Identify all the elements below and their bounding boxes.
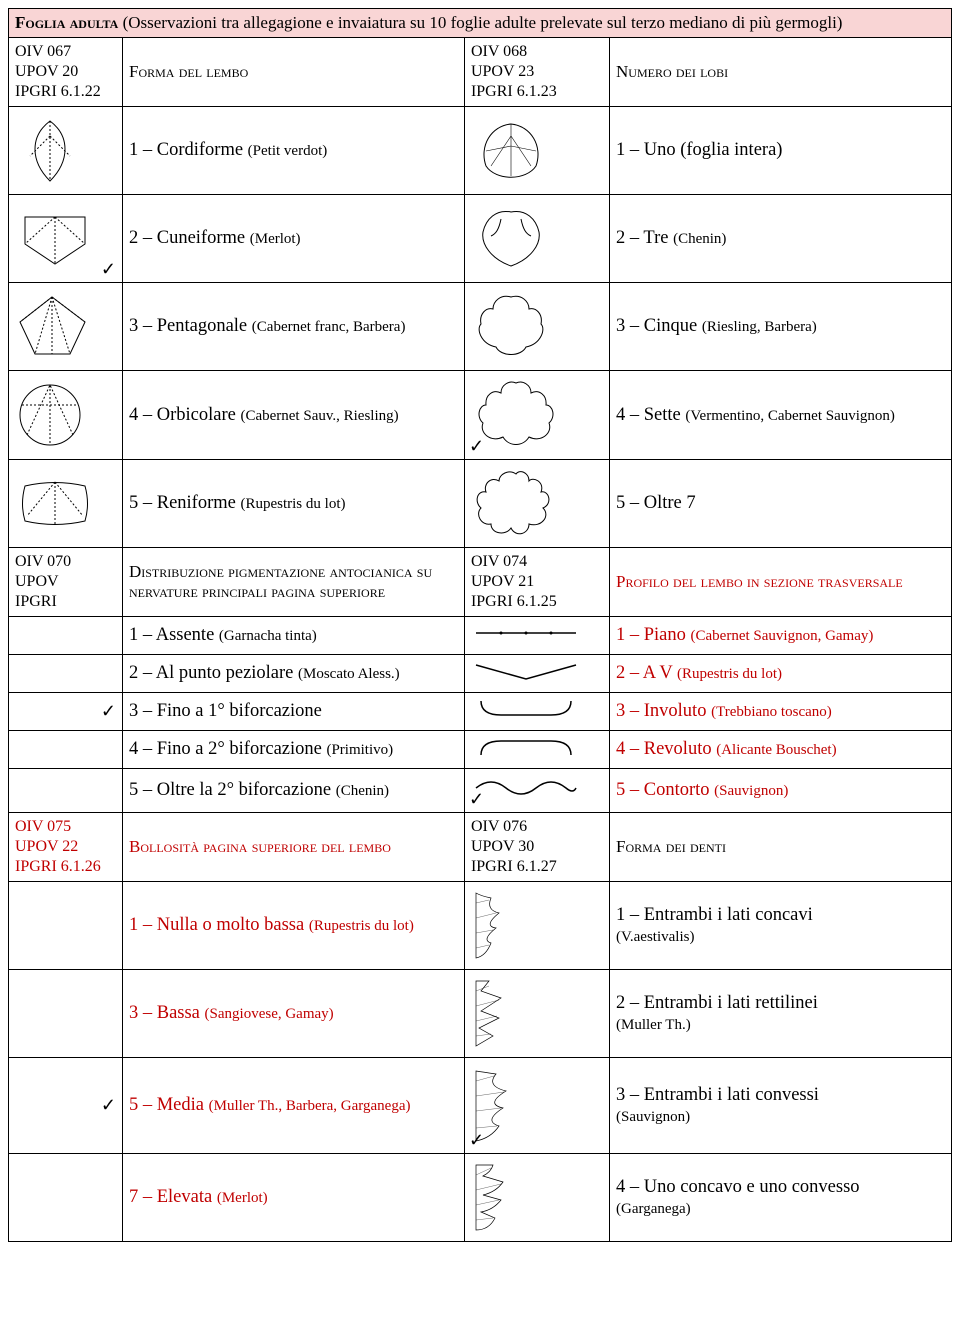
page: Foglia adulta (Osservazioni tra allegagi… xyxy=(8,8,952,1242)
block3-row-4: 7 – Elevata (Merlot) 4 – Uno concavo e u… xyxy=(9,1154,952,1242)
profile-icon-5: ✓ xyxy=(464,769,609,813)
block3-row-1: 1 – Nulla o molto bassa (Rupestris du lo… xyxy=(9,882,952,970)
profile-icon-2 xyxy=(464,655,609,693)
profile-icon-4 xyxy=(464,731,609,769)
block1-row3-left: 3 – Pentagonale (Cabernet franc, Barbera… xyxy=(122,283,464,371)
leaf-shape-icon-4 xyxy=(9,371,123,460)
check-icon: ✓ xyxy=(469,1130,484,1151)
block1-row4-right: 4 – Sette (Vermentino, Cabernet Sauvigno… xyxy=(610,371,952,460)
section-header: Foglia adulta (Osservazioni tra allegagi… xyxy=(9,9,952,38)
tooth-icon-2 xyxy=(464,970,609,1058)
block2-row2-right: 2 – A V (Rupestris du lot) xyxy=(610,655,952,693)
block2-row1-left: 1 – Assente (Garnacha tinta) xyxy=(122,617,464,655)
check-icon: ✓ xyxy=(101,1095,116,1115)
profile-icon-1 xyxy=(464,617,609,655)
profile-icon-3 xyxy=(464,693,609,731)
block1-row-4: 4 – Orbicolare (Cabernet Sauv., Riesling… xyxy=(9,371,952,460)
block3-left-codes: OIV 075 UPOV 22 IPGRI 6.1.26 xyxy=(9,813,123,882)
check-icon: ✓ xyxy=(469,436,484,457)
leaf-lobe-icon-3 xyxy=(464,283,609,371)
block2-row-3: ✓ 3 – Fino a 1° biforcazione 3 – Involut… xyxy=(9,693,952,731)
block1-right-title: Numero dei lobi xyxy=(610,38,952,107)
header-title-rest: (Osservazioni tra allegagione e invaiatu… xyxy=(118,13,842,32)
block2-row-2: 2 – Al punto peziolare (Moscato Aless.) … xyxy=(9,655,952,693)
block3-row1-left: 1 – Nulla o molto bassa (Rupestris du lo… xyxy=(122,882,464,970)
block1-right-codes: OIV 068 UPOV 23 IPGRI 6.1.23 xyxy=(464,38,609,107)
block3-row2-right: 2 – Entrambi i lati rettilinei (Muller T… xyxy=(610,970,952,1058)
block1-row1-left: 1 – Cordiforme (Petit verdot) xyxy=(122,107,464,195)
block2-left-codes: OIV 070 UPOV IPGRI xyxy=(9,548,123,617)
block3-left-title: Bollosità pagina superiore del lembo xyxy=(122,813,464,882)
block1-left-title: Forma del lembo xyxy=(122,38,464,107)
block1-row-1: 1 – Cordiforme (Petit verdot) 1 – Uno (f… xyxy=(9,107,952,195)
leaf-shape-icon-3 xyxy=(9,283,123,371)
leaf-shape-icon-5 xyxy=(9,460,123,548)
block3-right-title: Forma dei denti xyxy=(610,813,952,882)
block1-row1-right: 1 – Uno (foglia intera) xyxy=(610,107,952,195)
empty-cell xyxy=(9,882,123,970)
block3-row-3: ✓ 5 – Media (Muller Th., Barbera, Gargan… xyxy=(9,1058,952,1154)
block1-row5-right: 5 – Oltre 7 xyxy=(610,460,952,548)
block1-row3-right: 3 – Cinque (Riesling, Barbera) xyxy=(610,283,952,371)
block2-left-title: Distribuzione pigmentazione antocianica … xyxy=(122,548,464,617)
block3-row3-check-cell: ✓ xyxy=(9,1058,123,1154)
block3-row-2: 3 – Bassa (Sangiovese, Gamay) 2 – Entram… xyxy=(9,970,952,1058)
block2-row3-left: 3 – Fino a 1° biforcazione xyxy=(122,693,464,731)
check-icon: ✓ xyxy=(469,789,484,810)
block3-row3-left: 5 – Media (Muller Th., Barbera, Garganeg… xyxy=(122,1058,464,1154)
block2-row-4: 4 – Fino a 2° biforcazione (Primitivo) 4… xyxy=(9,731,952,769)
tooth-icon-4 xyxy=(464,1154,609,1242)
block3-row1-right: 1 – Entrambi i lati concavi (V.aestivali… xyxy=(610,882,952,970)
block2-row3-right: 3 – Involuto (Trebbiano toscano) xyxy=(610,693,952,731)
leaf-lobe-icon-5 xyxy=(464,460,609,548)
empty-cell xyxy=(9,617,123,655)
block2-title-row: OIV 070 UPOV IPGRI Distribuzione pigment… xyxy=(9,548,952,617)
leaf-lobe-icon-4: ✓ xyxy=(464,371,609,460)
section-header-row: Foglia adulta (Osservazioni tra allegagi… xyxy=(9,9,952,38)
block2-row4-left: 4 – Fino a 2° biforcazione (Primitivo) xyxy=(122,731,464,769)
block3-row2-left: 3 – Bassa (Sangiovese, Gamay) xyxy=(122,970,464,1058)
block1-row4-left: 4 – Orbicolare (Cabernet Sauv., Riesling… xyxy=(122,371,464,460)
block2-row5-left: 5 – Oltre la 2° biforcazione (Chenin) xyxy=(122,769,464,813)
block2-right-codes: OIV 074 UPOV 21 IPGRI 6.1.25 xyxy=(464,548,609,617)
block2-row-1: 1 – Assente (Garnacha tinta) 1 – Piano (… xyxy=(9,617,952,655)
block3-right-codes: OIV 076 UPOV 30 IPGRI 6.1.27 xyxy=(464,813,609,882)
block3-row3-right: 3 – Entrambi i lati convessi (Sauvignon) xyxy=(610,1058,952,1154)
check-icon: ✓ xyxy=(101,701,116,721)
leaf-shape-icon-1 xyxy=(9,107,123,195)
empty-cell xyxy=(9,1154,123,1242)
block1-row-5: 5 – Reniforme (Rupestris du lot) 5 – Olt… xyxy=(9,460,952,548)
leaf-shape-icon-2: ✓ xyxy=(9,195,123,283)
tooth-icon-1 xyxy=(464,882,609,970)
block2-right-title: Profilo del lembo in sezione trasversale xyxy=(610,548,952,617)
block2-row-5: 5 – Oltre la 2° biforcazione (Chenin) ✓ … xyxy=(9,769,952,813)
block1-left-codes: OIV 067 UPOV 20 IPGRI 6.1.22 xyxy=(9,38,123,107)
block1-row2-left: 2 – Cuneiforme (Merlot) xyxy=(122,195,464,283)
block1-row-2: ✓ 2 – Cuneiforme (Merlot) 2 – Tre (Cheni… xyxy=(9,195,952,283)
empty-cell xyxy=(9,970,123,1058)
block1-row5-left: 5 – Reniforme (Rupestris du lot) xyxy=(122,460,464,548)
block3-row4-left: 7 – Elevata (Merlot) xyxy=(122,1154,464,1242)
block2-row2-left: 2 – Al punto peziolare (Moscato Aless.) xyxy=(122,655,464,693)
block2-row1-right: 1 – Piano (Cabernet Sauvignon, Gamay) xyxy=(610,617,952,655)
block1-title-row: OIV 067 UPOV 20 IPGRI 6.1.22 Forma del l… xyxy=(9,38,952,107)
tooth-icon-3: ✓ xyxy=(464,1058,609,1154)
leaf-lobe-icon-1 xyxy=(464,107,609,195)
block3-row4-right: 4 – Uno concavo e uno convesso (Garganeg… xyxy=(610,1154,952,1242)
header-title-strong: Foglia adulta xyxy=(15,13,118,32)
block1-row-3: 3 – Pentagonale (Cabernet franc, Barbera… xyxy=(9,283,952,371)
block2-row3-check-cell: ✓ xyxy=(9,693,123,731)
main-table: Foglia adulta (Osservazioni tra allegagi… xyxy=(8,8,952,1242)
block3-title-row: OIV 075 UPOV 22 IPGRI 6.1.26 Bollosità p… xyxy=(9,813,952,882)
empty-cell xyxy=(9,769,123,813)
block1-row2-right: 2 – Tre (Chenin) xyxy=(610,195,952,283)
empty-cell xyxy=(9,655,123,693)
check-icon: ✓ xyxy=(101,259,116,280)
block2-row4-right: 4 – Revoluto (Alicante Bouschet) xyxy=(610,731,952,769)
block2-row5-right: 5 – Contorto (Sauvignon) xyxy=(610,769,952,813)
empty-cell xyxy=(9,731,123,769)
leaf-lobe-icon-2 xyxy=(464,195,609,283)
